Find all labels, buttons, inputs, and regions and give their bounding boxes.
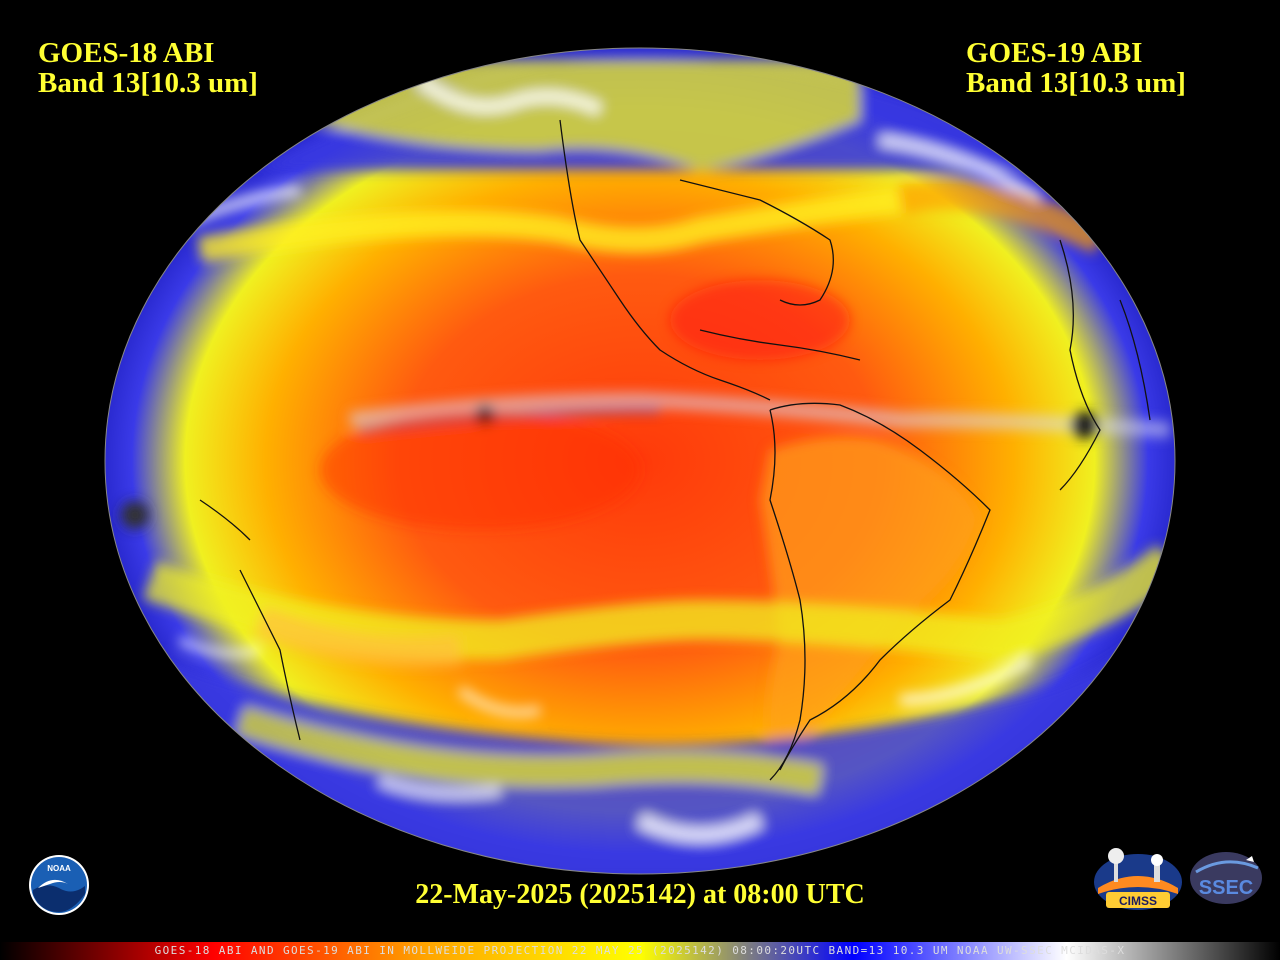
cimss-logo: CIMSS <box>1094 848 1182 910</box>
right-satellite-title: GOES-19 ABI Band 13[10.3 um] <box>966 38 1186 98</box>
globe-outline <box>104 47 1176 875</box>
left-title-line1: GOES-18 ABI <box>38 37 215 69</box>
footer-caption: GOES-18 ABI AND GOES-19 ABI IN MOLLWEIDE… <box>154 944 1126 957</box>
right-title-line2: Band 13[10.3 um] <box>966 67 1186 99</box>
left-satellite-title: GOES-18 ABI Band 13[10.3 um] <box>38 38 258 98</box>
globe-disk <box>105 48 1175 874</box>
noaa-logo: NOAA <box>29 855 89 915</box>
cimss-logo-text: CIMSS <box>1119 894 1157 908</box>
noaa-logo-text: NOAA <box>47 864 71 873</box>
right-title-line1: GOES-19 ABI <box>966 37 1143 69</box>
datestamp: 22-May-2025 (2025142) at 08:00 UTC <box>415 879 865 910</box>
ssec-logo-text: SSEC <box>1199 877 1253 899</box>
left-title-line2: Band 13[10.3 um] <box>38 67 258 99</box>
ssec-logo: SSEC <box>1190 852 1262 904</box>
colorbar <box>0 942 1280 960</box>
coastlines <box>199 119 1151 781</box>
